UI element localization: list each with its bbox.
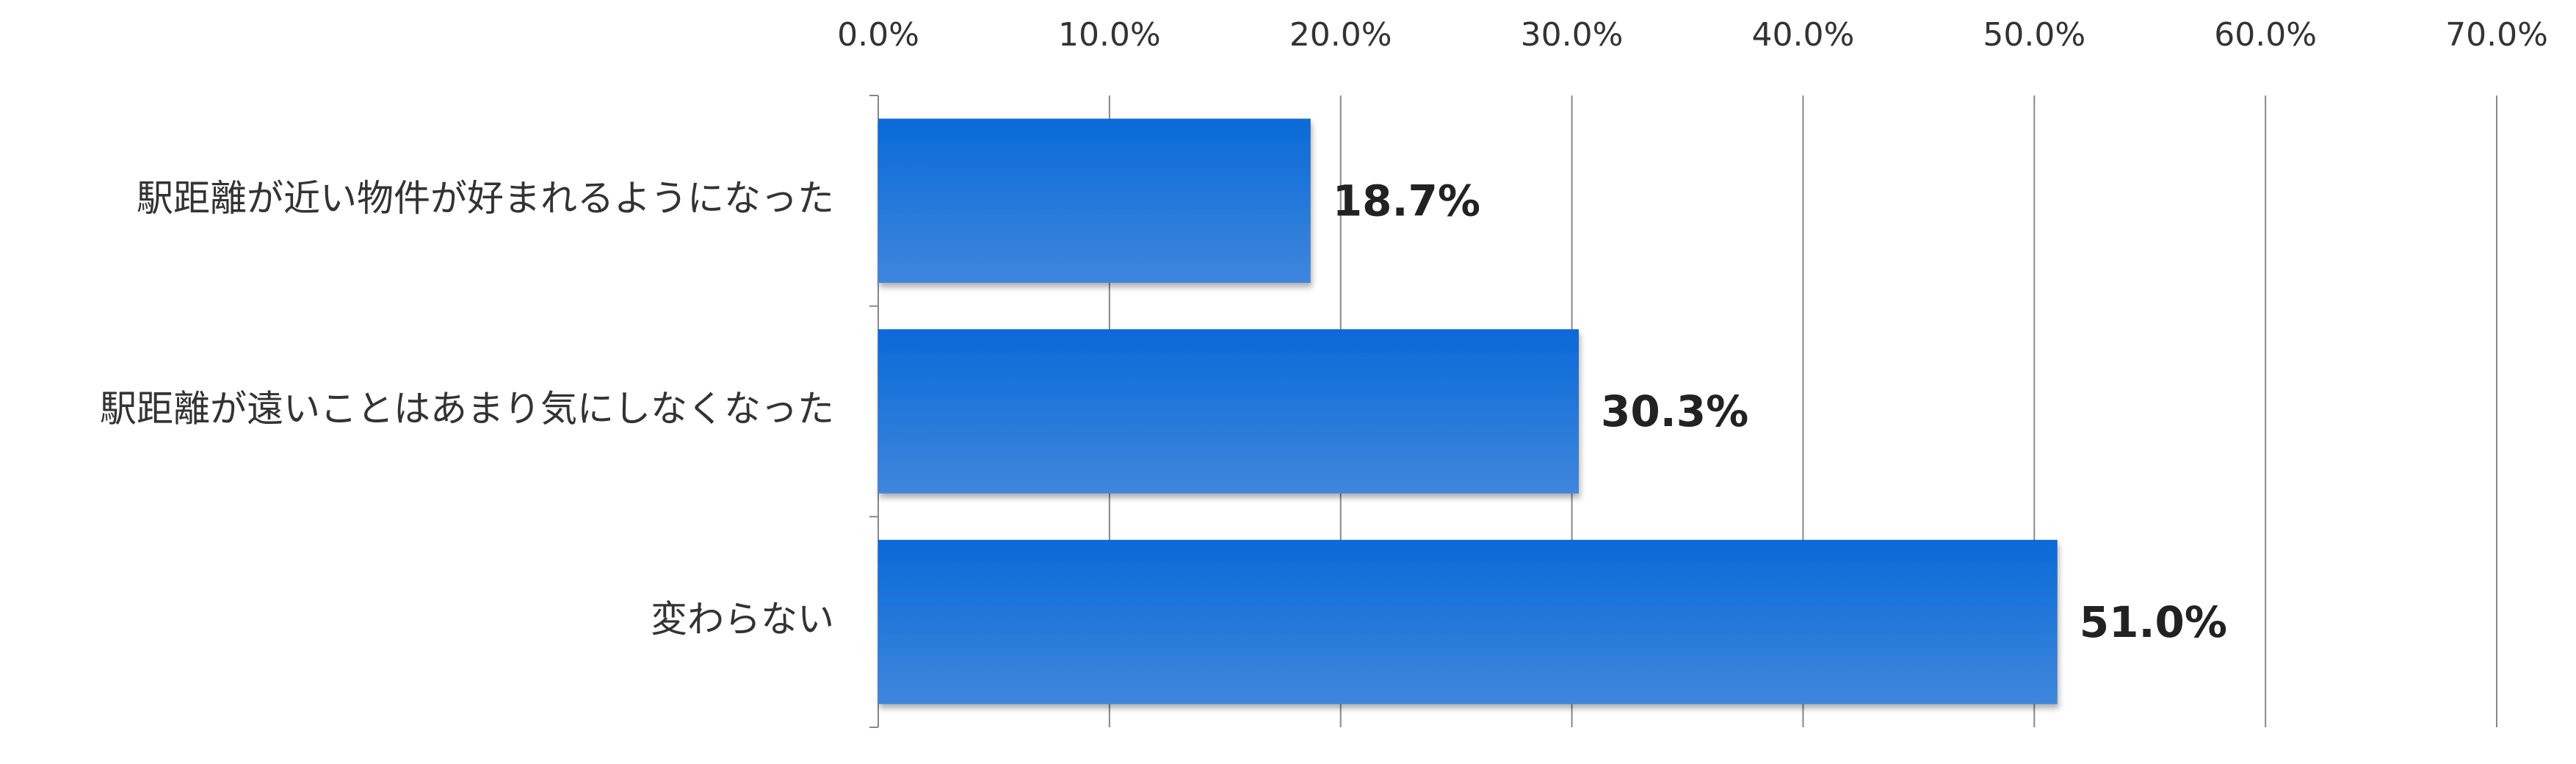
x-tick-label: 70.0% xyxy=(2445,16,2548,54)
bar xyxy=(878,539,2058,704)
y-tick-label: 駅距離が遠いことはあまり気にしなくなった xyxy=(100,388,834,430)
data-label: 51.0% xyxy=(2080,597,2227,647)
x-tick-label: 0.0% xyxy=(837,16,919,54)
data-label: 18.7% xyxy=(1333,176,1480,226)
x-tick-label: 40.0% xyxy=(1752,16,1855,54)
bar xyxy=(878,329,1580,494)
y-tick-label: 駅距離が近い物件が好まれるようになった xyxy=(137,177,834,220)
bar xyxy=(878,118,1311,284)
y-tick-label: 変わらない xyxy=(651,598,834,641)
x-tick-label: 30.0% xyxy=(1521,16,1624,54)
x-tick-label: 50.0% xyxy=(1983,16,2085,54)
x-tick-label: 60.0% xyxy=(2214,16,2317,54)
x-tick-label: 10.0% xyxy=(1058,16,1161,54)
x-tick-label: 20.0% xyxy=(1289,16,1392,54)
data-label: 30.3% xyxy=(1601,386,1748,436)
